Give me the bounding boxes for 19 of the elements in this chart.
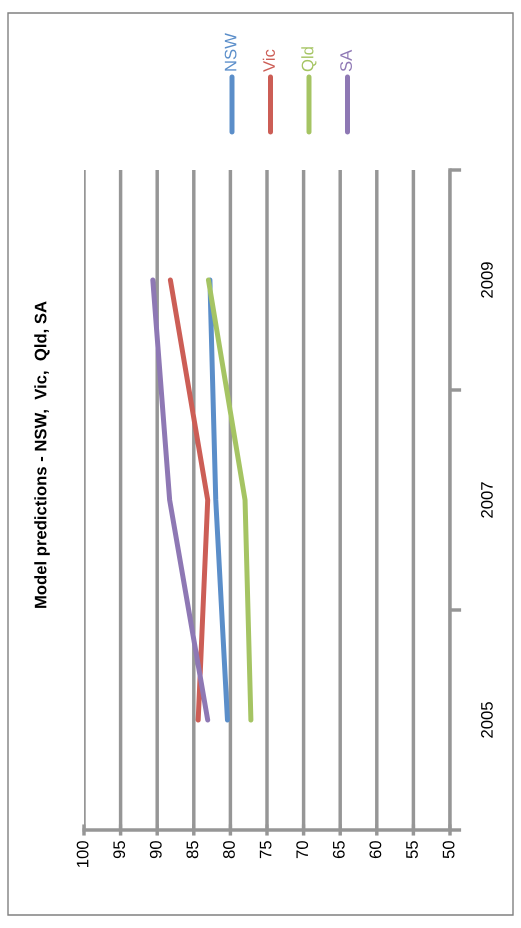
x-tick-label: 85 bbox=[186, 841, 198, 858]
x-tick-label: 80 bbox=[223, 841, 235, 858]
x-tick-label: 95 bbox=[113, 841, 126, 858]
x-tick-label: 90 bbox=[150, 841, 162, 858]
text: NSW bbox=[224, 33, 236, 71]
text: Model predictions - NSW, Vic, Qld, SA bbox=[34, 301, 50, 608]
y-tick-label: 2009 bbox=[480, 262, 493, 298]
x-tick-label: 65 bbox=[332, 841, 345, 858]
x-tick-label: 75 bbox=[260, 841, 272, 858]
text: SA bbox=[340, 50, 352, 72]
x-tick-label: 55 bbox=[406, 841, 418, 858]
text: Vic bbox=[262, 50, 275, 72]
x-tick-label: 70 bbox=[296, 841, 308, 858]
y-tick-label: 2007 bbox=[480, 482, 493, 518]
x-tick-label: 50 bbox=[442, 841, 454, 858]
x-tick-label: 60 bbox=[369, 841, 382, 858]
text: Qld bbox=[301, 47, 316, 72]
y-tick-label: 2005 bbox=[480, 702, 493, 738]
x-tick-label: 100 bbox=[76, 841, 88, 867]
